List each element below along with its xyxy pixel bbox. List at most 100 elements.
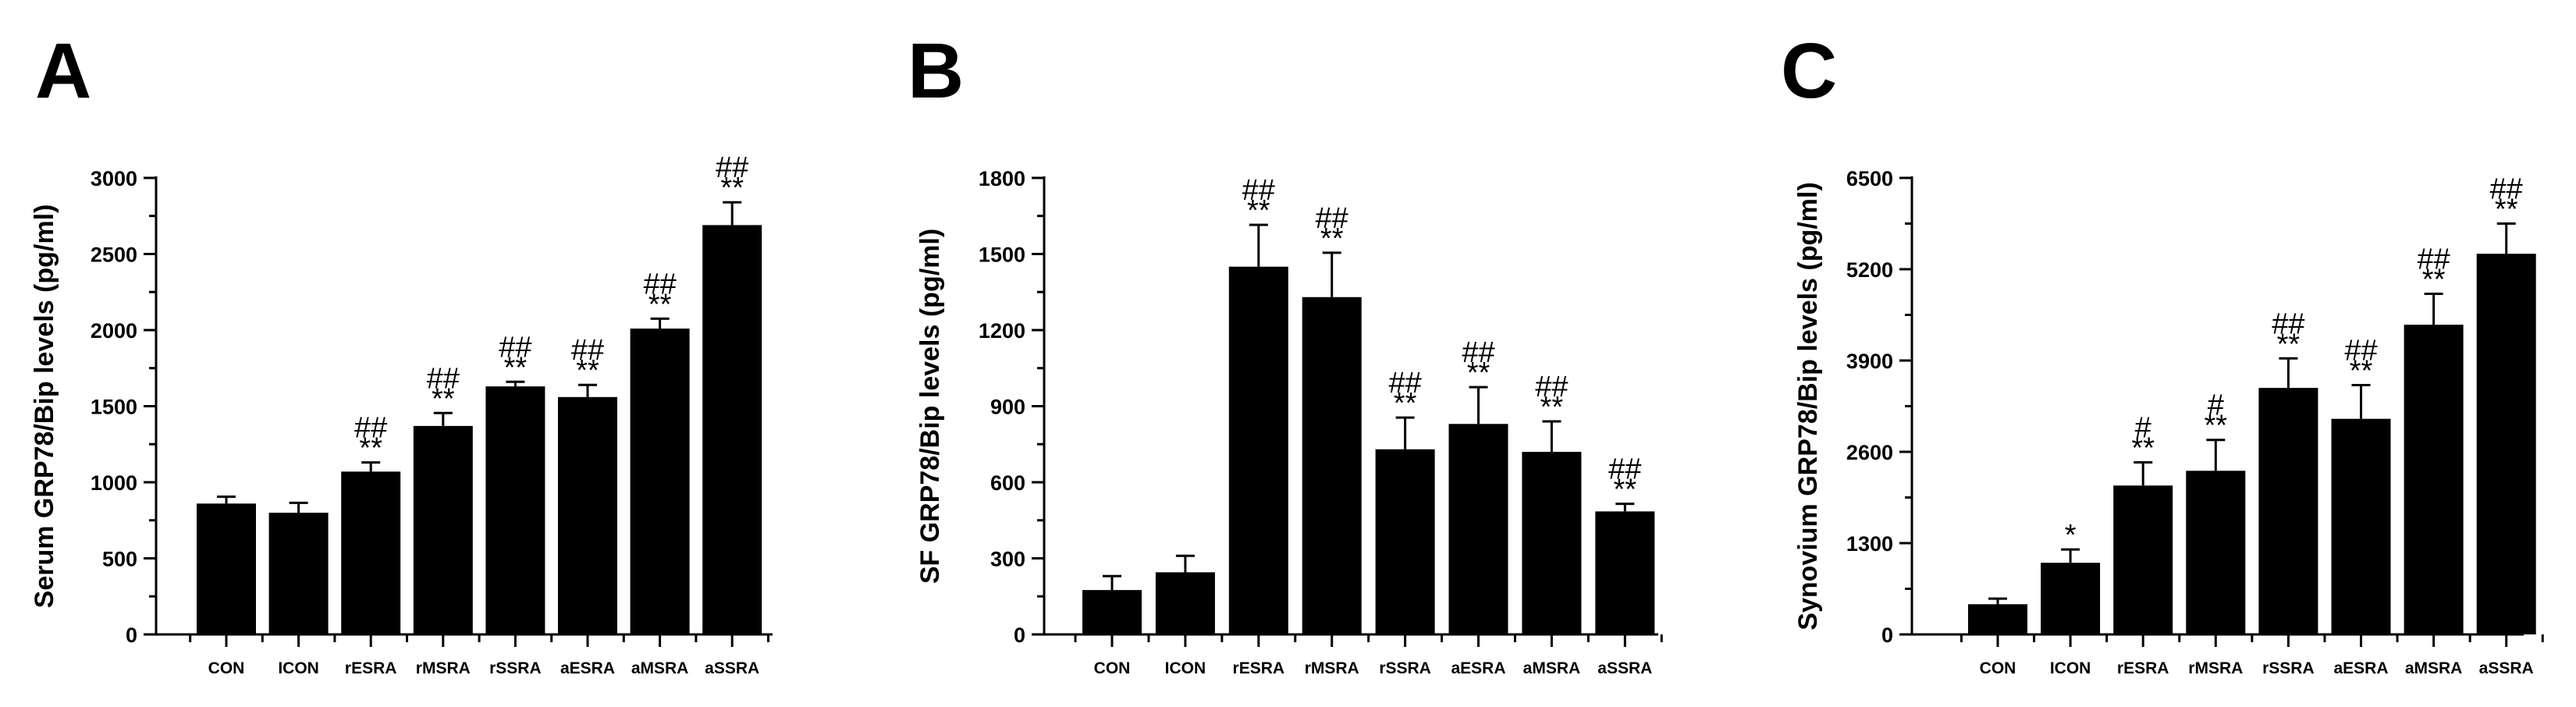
significance-marker: ** xyxy=(2350,355,2373,388)
x-tick-label: rSSRA xyxy=(489,659,542,677)
significance-marker: ** xyxy=(2131,432,2155,465)
x-tick-label: aSSRA xyxy=(705,659,759,677)
bar xyxy=(2113,485,2173,634)
significance-marker: ## xyxy=(571,334,604,367)
x-tick-label: aMSRA xyxy=(2405,659,2463,677)
y-axis-label: SF GRP78/Bip levels (pg/ml) xyxy=(915,229,945,584)
x-tick-label: aMSRA xyxy=(1523,659,1581,677)
significance-marker: ** xyxy=(432,382,455,415)
significance-marker: ** xyxy=(1614,474,1637,506)
significance-marker: ## xyxy=(427,362,460,395)
x-tick-label: rMSRA xyxy=(416,659,471,677)
x-tick-label: ICON xyxy=(1165,659,1206,677)
significance-marker: ** xyxy=(720,172,744,204)
significance-marker: # xyxy=(2135,412,2151,445)
x-tick-label: rSSRA xyxy=(1379,659,1431,677)
bar xyxy=(630,329,690,634)
x-tick-label: rESRA xyxy=(345,659,397,677)
y-tick-label: 900 xyxy=(990,396,1025,419)
significance-marker: # xyxy=(2208,389,2224,422)
panel-letter: B xyxy=(908,27,964,115)
significance-marker: ** xyxy=(1247,194,1270,227)
x-tick-label: ICON xyxy=(2050,659,2091,677)
y-tick-label: 0 xyxy=(126,624,137,647)
x-tick-label: aSSRA xyxy=(1597,659,1652,677)
bar xyxy=(2186,471,2246,634)
significance-marker: ## xyxy=(1462,336,1494,369)
panel-letter: C xyxy=(1781,27,1837,115)
y-tick-label: 2500 xyxy=(91,243,137,267)
panel-a: A Serum GRP78/Bip levels (pg/ml) 0 500 1000 1… xyxy=(30,27,773,677)
significance-marker: ** xyxy=(1540,391,1564,424)
significance-marker: ## xyxy=(1388,367,1421,400)
x-tick-label: rSSRA xyxy=(2262,659,2315,677)
y-tick-label: 2000 xyxy=(91,319,137,343)
bar xyxy=(1155,572,1215,634)
x-tick-label: CON xyxy=(1980,659,2016,677)
x-tick-label: ICON xyxy=(278,659,319,677)
significance-marker: ** xyxy=(648,288,672,321)
y-tick-label: 1300 xyxy=(1846,532,1893,556)
significance-marker: ** xyxy=(2495,194,2518,226)
bar xyxy=(2258,388,2318,634)
bar xyxy=(1375,449,1435,634)
bar xyxy=(2476,254,2536,634)
bar xyxy=(1228,266,1288,634)
y-tick-label: 3000 xyxy=(91,167,137,190)
y-tick-label: 3900 xyxy=(1846,350,1893,373)
panel-b: B SF GRP78/Bip levels (pg/ml) 0 300 600 900 12… xyxy=(908,27,1663,677)
y-tick-label: 1500 xyxy=(979,243,1025,267)
bar xyxy=(2041,563,2101,634)
significance-marker: ## xyxy=(643,268,676,300)
significance-marker: ## xyxy=(354,412,387,445)
y-tick-label: 600 xyxy=(990,471,1025,495)
y-axis-label: Serum GRP78/Bip levels (pg/ml) xyxy=(30,204,59,609)
significance-marker: ## xyxy=(716,151,748,184)
bar xyxy=(702,225,762,634)
y-tick-label: 6500 xyxy=(1846,167,1893,190)
bar xyxy=(1448,424,1508,634)
bar xyxy=(197,503,256,634)
panel-c: C Synovium GRP78/Bip levels (pg/ml) 0 1300 2… xyxy=(1781,27,2544,677)
significance-marker: ** xyxy=(2277,328,2301,361)
y-tick-label: 500 xyxy=(102,548,137,571)
significance-marker: ## xyxy=(1608,453,1641,486)
significance-marker: ** xyxy=(504,351,528,384)
x-tick-label: rMSRA xyxy=(2188,659,2243,677)
bar xyxy=(1302,297,1362,634)
significance-marker: ## xyxy=(1316,202,1348,235)
y-tick-label: 5200 xyxy=(1846,258,1893,282)
significance-marker: * xyxy=(2065,519,2077,552)
x-tick-label: aESRA xyxy=(560,659,615,677)
significance-marker: ## xyxy=(2490,173,2523,206)
significance-marker: ## xyxy=(2417,243,2450,276)
bar xyxy=(1595,511,1655,634)
bar xyxy=(485,386,545,634)
significance-marker: ## xyxy=(499,331,531,364)
x-tick-label: rMSRA xyxy=(1305,659,1359,677)
significance-marker: ** xyxy=(2205,410,2228,442)
significance-marker: ** xyxy=(1467,357,1491,389)
significance-marker: ** xyxy=(576,354,599,387)
y-tick-label: 2600 xyxy=(1846,441,1893,464)
x-tick-label: CON xyxy=(208,659,245,677)
bar xyxy=(1968,604,2027,634)
y-tick-label: 1200 xyxy=(979,319,1025,343)
bar xyxy=(2404,325,2464,634)
significance-marker: ** xyxy=(2422,264,2446,297)
bar xyxy=(558,396,617,634)
significance-marker: ** xyxy=(1394,387,1417,420)
significance-marker: ** xyxy=(359,432,382,465)
bar xyxy=(413,425,473,634)
x-tick-label: rESRA xyxy=(2117,659,2169,677)
significance-marker: ## xyxy=(2272,307,2304,340)
x-tick-label: CON xyxy=(1094,659,1131,677)
x-tick-label: aESRA xyxy=(2333,659,2388,677)
significance-marker: ## xyxy=(1242,174,1275,207)
bar xyxy=(268,513,329,634)
x-tick-label: aSSRA xyxy=(2479,659,2534,677)
y-tick-label: 300 xyxy=(990,548,1025,571)
y-tick-label: 0 xyxy=(1014,624,1025,647)
bar xyxy=(2331,418,2391,634)
